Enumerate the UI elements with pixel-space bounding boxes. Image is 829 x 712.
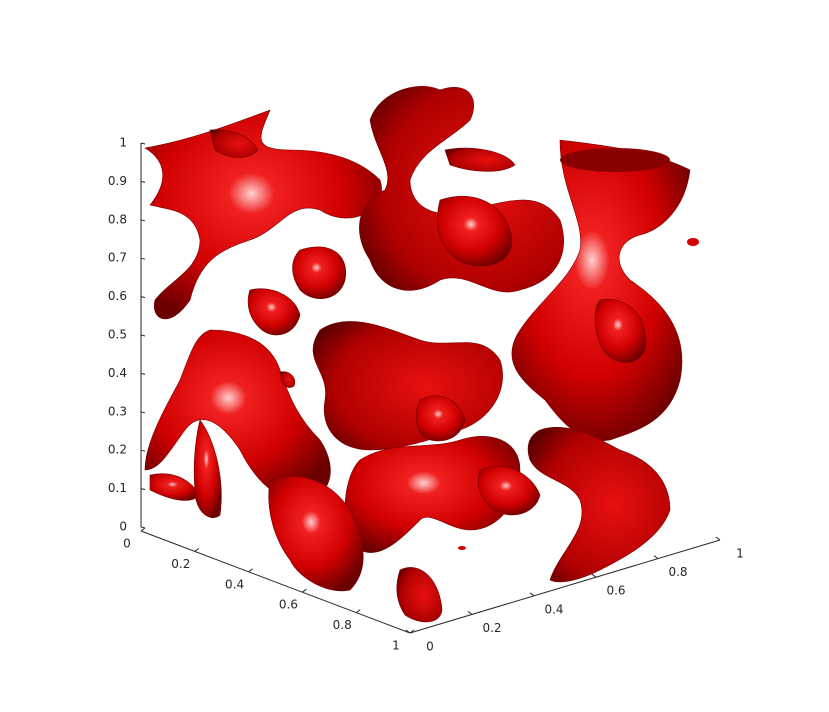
y-axis — [409, 539, 721, 634]
y-tick — [529, 592, 535, 597]
isosurface-patch — [511, 139, 691, 441]
isosurface-patch — [527, 426, 671, 583]
y-tick — [591, 573, 597, 578]
z-tick-label: 0.8 — [108, 212, 127, 226]
x-tick-label: 1 — [392, 639, 400, 653]
x-axis — [140, 530, 411, 634]
isosurface — [144, 86, 699, 623]
y-tick-label: 0.8 — [668, 565, 687, 579]
z-tick-label: 1 — [119, 136, 127, 150]
axes: 0 0.2 0.4 0.6 0.8 1 0 0.2 0.4 0.6 0.8 1 0 0.1 0.2 0.3 0.… — [108, 136, 744, 654]
z-tick-label: 0.7 — [108, 251, 127, 265]
isosurface-patch — [193, 419, 222, 519]
isosurface-patch — [416, 395, 466, 442]
isosurface-patch — [396, 567, 443, 623]
z-tick — [140, 411, 146, 414]
isosurface-patch — [144, 109, 382, 320]
x-tick-label: 0.4 — [225, 577, 244, 591]
z-tick — [140, 142, 146, 145]
isosurface-patch — [560, 148, 670, 172]
isosurface-patch — [279, 371, 295, 388]
y-tick-label: 0.4 — [544, 602, 563, 616]
isosurface-patch — [687, 238, 699, 246]
y-tick-label: 0 — [426, 640, 434, 654]
isosurface-patch — [437, 196, 513, 267]
z-tick-label: 0.3 — [108, 404, 127, 418]
y-tick — [405, 629, 411, 634]
z-tick — [140, 219, 146, 222]
isosurface-patch — [292, 246, 347, 299]
isosurface-patch — [458, 546, 466, 550]
isosurface-patch — [149, 473, 201, 501]
isosurface-patch — [477, 465, 541, 516]
x-tick — [355, 609, 361, 613]
z-tick — [140, 526, 146, 529]
isosurface-patch — [444, 147, 516, 172]
x-tick — [248, 568, 253, 573]
z-tick-label: 0 — [119, 520, 127, 534]
x-tick — [194, 548, 200, 552]
isosurface-patch — [209, 129, 259, 158]
y-tick-label: 1 — [736, 547, 744, 561]
x-tick — [140, 527, 146, 532]
z-tick-label: 0.4 — [108, 366, 127, 380]
y-tick — [715, 536, 721, 541]
z-tick-label: 0.5 — [108, 328, 127, 342]
z-tick — [140, 296, 146, 299]
x-tick-label: 0.8 — [333, 618, 352, 632]
z-tick — [140, 334, 146, 337]
y-tick-label: 0.6 — [606, 584, 625, 598]
x-tick-label: 0.2 — [171, 557, 190, 571]
isosurface-patch — [268, 476, 364, 592]
isosurface-patch — [247, 288, 301, 336]
z-tick — [140, 257, 146, 260]
y-tick — [467, 611, 473, 615]
y-tick-label: 0.2 — [482, 621, 501, 635]
x-tick-label: 0 — [123, 537, 131, 551]
z-tick — [140, 488, 146, 491]
z-tick-label: 0.1 — [108, 481, 127, 495]
z-tick — [140, 180, 146, 183]
z-tick — [140, 449, 146, 452]
x-tick — [409, 629, 415, 634]
isosurface-patch — [594, 299, 647, 364]
z-tick-label: 0.9 — [108, 174, 127, 188]
isosurface-patch — [312, 321, 503, 451]
x-tick-label: 0.6 — [279, 598, 298, 612]
z-tick-label: 0.6 — [108, 289, 127, 303]
x-tick — [302, 588, 307, 593]
isosurface-patch — [359, 86, 564, 293]
z-tick-label: 0.2 — [108, 443, 127, 457]
isosurface-patch — [144, 329, 331, 501]
y-tick — [653, 555, 659, 559]
z-tick — [140, 372, 146, 375]
